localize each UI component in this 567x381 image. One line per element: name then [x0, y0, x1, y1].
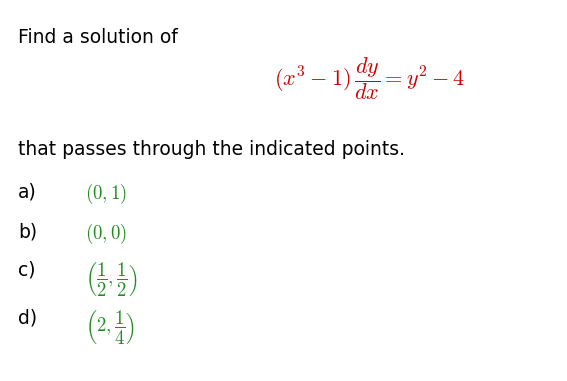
Text: $\left(\dfrac{1}{2},\dfrac{1}{2}\right)$: $\left(\dfrac{1}{2},\dfrac{1}{2}\right)$	[85, 260, 137, 298]
Text: $\left(2,\dfrac{1}{4}\right)$: $\left(2,\dfrac{1}{4}\right)$	[85, 308, 135, 346]
Text: c): c)	[18, 260, 36, 279]
Text: Find a solution of: Find a solution of	[18, 28, 177, 47]
Text: b): b)	[18, 222, 37, 241]
Text: d): d)	[18, 308, 37, 327]
Text: a): a)	[18, 182, 37, 201]
Text: $(0, 0)$: $(0, 0)$	[85, 222, 127, 246]
Text: that passes through the indicated points.: that passes through the indicated points…	[18, 140, 405, 159]
Text: $(x^3 - 1)\,\dfrac{dy}{dx} = y^2 - 4$: $(x^3 - 1)\,\dfrac{dy}{dx} = y^2 - 4$	[274, 55, 466, 102]
Text: $(0, 1)$: $(0, 1)$	[85, 182, 127, 206]
